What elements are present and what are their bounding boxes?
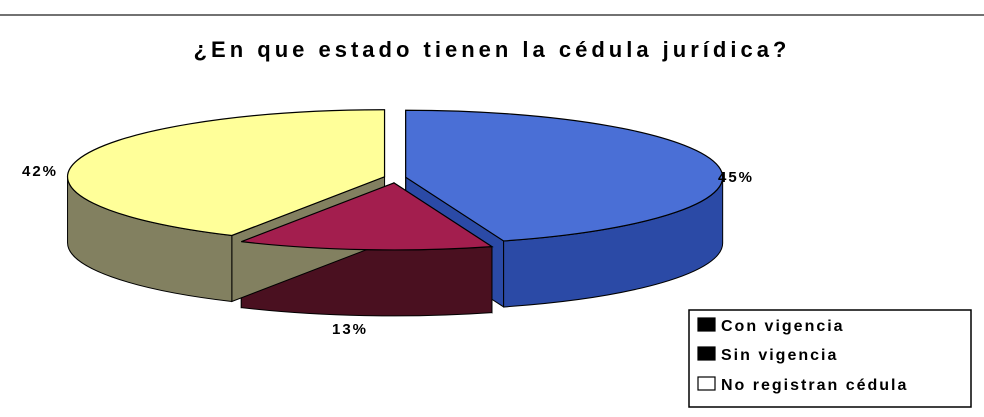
pie-slice-con-vigencia (405, 109, 724, 242)
legend-box (688, 309, 972, 408)
pie-slice-no-registran-cedula (66, 109, 386, 237)
legend: Con vigencia Sin vigencia No registran c… (688, 309, 972, 408)
pie-tops (66, 109, 724, 251)
legend-label-sin-vigencia: Sin vigencia (721, 347, 838, 364)
chart-title: ¿En que estado tienen la cédula jurídica… (194, 37, 791, 62)
data-label-sin-vigencia: 13% (332, 321, 368, 338)
pie-slice-sin-vigencia (241, 182, 494, 251)
legend-swatch-no-registran (697, 376, 716, 391)
legend-swatch-sin-vigencia (697, 346, 716, 361)
legend-swatch-con-vigencia (697, 317, 716, 332)
legend-label-no-registran: No registran cédula (721, 377, 908, 394)
data-label-no-registran: 42% (22, 163, 58, 180)
legend-label-con-vigencia: Con vigencia (721, 318, 845, 335)
data-label-con-vigencia: 45% (718, 169, 754, 186)
